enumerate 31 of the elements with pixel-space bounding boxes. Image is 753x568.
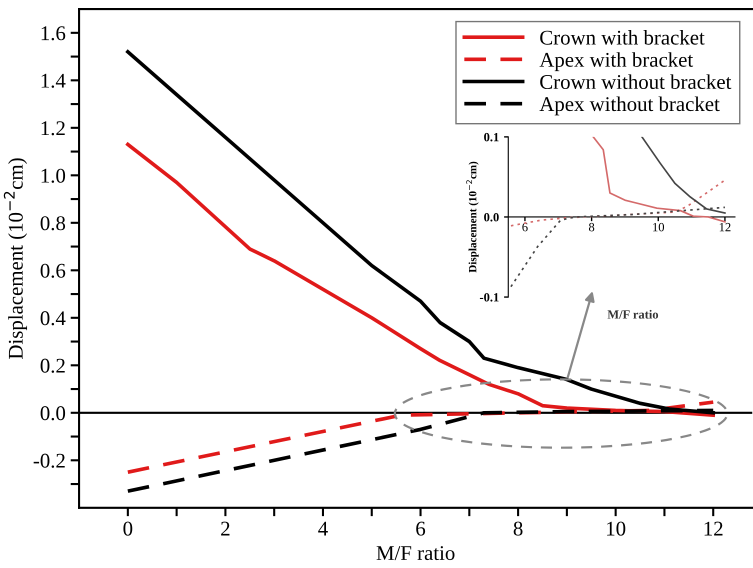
x-tick-label: 12 (720, 222, 730, 232)
x-tick-label: 10 (607, 522, 626, 536)
legend-label: Crown with bracket (540, 30, 705, 45)
x-tick-label: 8 (588, 222, 594, 232)
y-tick-label: 0.6 (40, 264, 66, 278)
y-axis-title: Displacement (10$^{−2}$cm) (4, 158, 28, 359)
y-tick-label: -0.2 (34, 454, 65, 468)
y-axis-title: Displacement (10$^{−2}$cm) (466, 162, 479, 273)
y-tick-label: 0.0 (40, 406, 66, 420)
y-tick-label: -0.1 (480, 293, 499, 302)
x-axis-title: M/F ratio (376, 546, 455, 560)
x-tick-label: 12 (704, 522, 722, 536)
y-tick-label: 0.8 (40, 216, 66, 230)
x-tick-label: 0 (123, 522, 132, 536)
legend-label: Apex without bracket (540, 96, 720, 116)
y-tick-label: 1.4 (42, 74, 66, 88)
legend-label: Apex with bracket (540, 52, 694, 72)
y-tick-label: 0.2 (40, 358, 65, 373)
y-tick-label: 0.1 (484, 132, 499, 142)
legend-label: Crown without bracket (540, 74, 732, 89)
x-tick-label: 2 (221, 522, 230, 536)
x-tick-label: 8 (514, 522, 523, 536)
y-tick-label: 0.4 (40, 311, 66, 326)
x-tick-label: 4 (318, 522, 328, 536)
y-tick-label: 1.6 (42, 26, 66, 40)
x-axis-title: M/F ratio (608, 310, 658, 319)
y-tick-label: 1.2 (42, 121, 65, 136)
y-tick-label: 1.0 (42, 168, 66, 183)
x-tick-label: 6 (416, 522, 426, 536)
y-tick-label: 0.0 (484, 213, 499, 222)
x-tick-label: 10 (653, 222, 664, 232)
